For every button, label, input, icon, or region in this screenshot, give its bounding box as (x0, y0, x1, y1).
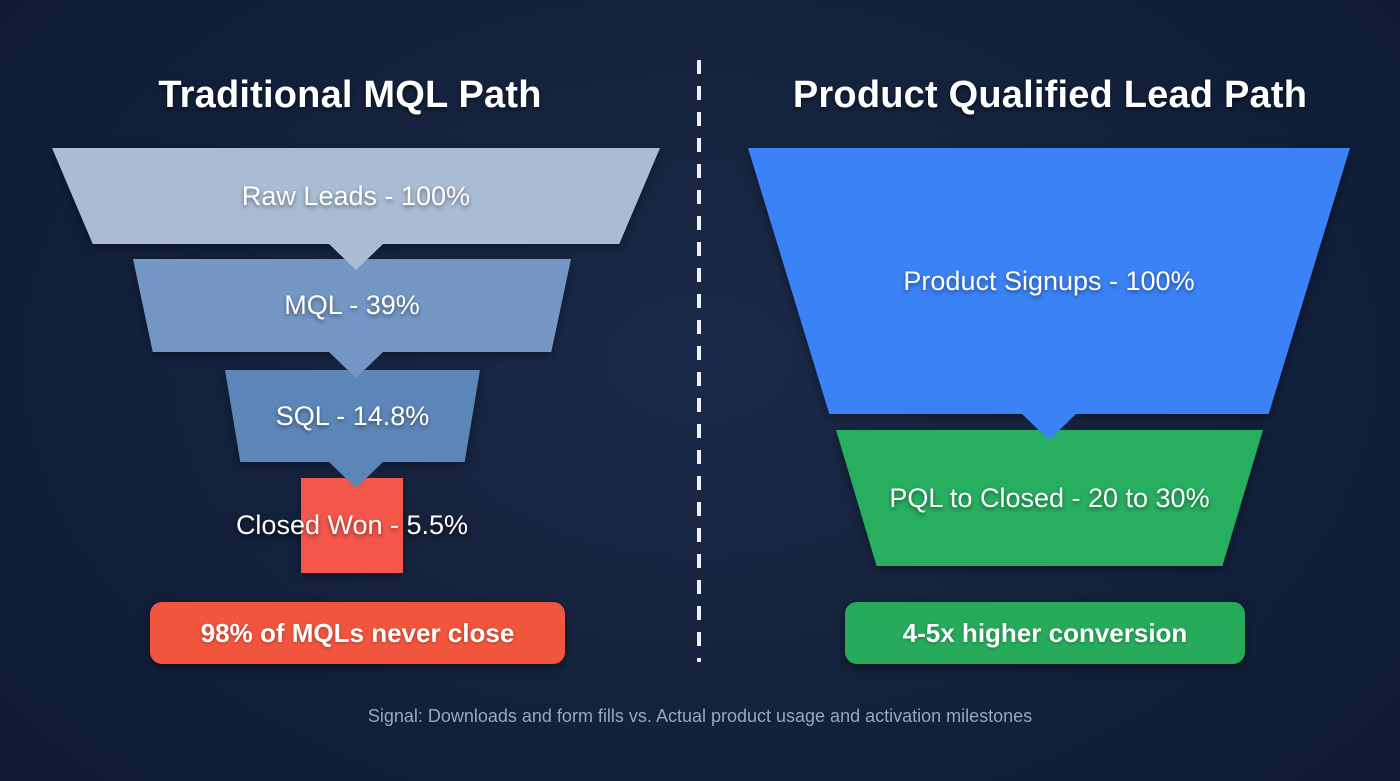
funnel-stage-mql: MQL - 39% (133, 259, 571, 352)
funnel-connector-arrow-4 (1022, 414, 1076, 440)
funnel-stage-raw-leads: Raw Leads - 100% (52, 148, 660, 244)
left-callout-badge-text: 98% of MQLs never close (200, 617, 515, 648)
left-callout-badge: 98% of MQLs never close (150, 602, 565, 664)
funnel-stage-closed-won-shape (301, 478, 403, 573)
funnel-stage-product-signups-shape (748, 148, 1350, 414)
funnel-stage-mql-shape (133, 259, 571, 352)
right-panel-title: Product Qualified Lead Path (792, 74, 1308, 116)
footer-note: Signal: Downloads and form fills vs. Act… (367, 706, 1033, 726)
funnel-stage-pql-to-closed-shape (836, 430, 1263, 566)
panel-divider (697, 60, 701, 662)
funnel-connector-arrow-3 (329, 462, 383, 488)
right-callout-badge-text: 4-5x higher conversion (902, 617, 1188, 648)
funnel-stage-sql-shape (225, 370, 480, 462)
funnel-stage-closed-won: Closed Won - 5.5% (236, 478, 468, 573)
left-panel-title: Traditional MQL Path (158, 74, 542, 116)
funnel-stage-product-signups: Product Signups - 100% (748, 148, 1350, 414)
funnel-stage-raw-leads-shape (52, 148, 660, 244)
funnel-connector-arrow-1 (329, 244, 383, 270)
funnel-stage-sql: SQL - 14.8% (225, 370, 480, 462)
funnel-stage-pql-to-closed: PQL to Closed - 20 to 30% (836, 430, 1263, 566)
funnel-connector-arrow-2 (329, 352, 383, 378)
right-callout-badge: 4-5x higher conversion (845, 602, 1245, 664)
